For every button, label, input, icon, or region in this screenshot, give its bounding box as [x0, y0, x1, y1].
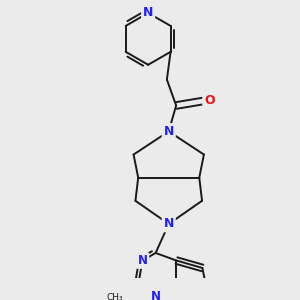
Text: CH₃: CH₃ — [106, 293, 123, 300]
Text: N: N — [151, 290, 160, 300]
Text: N: N — [164, 218, 174, 230]
Text: O: O — [204, 94, 215, 107]
Text: N: N — [143, 7, 153, 20]
Text: N: N — [164, 125, 174, 138]
Text: N: N — [137, 254, 148, 267]
